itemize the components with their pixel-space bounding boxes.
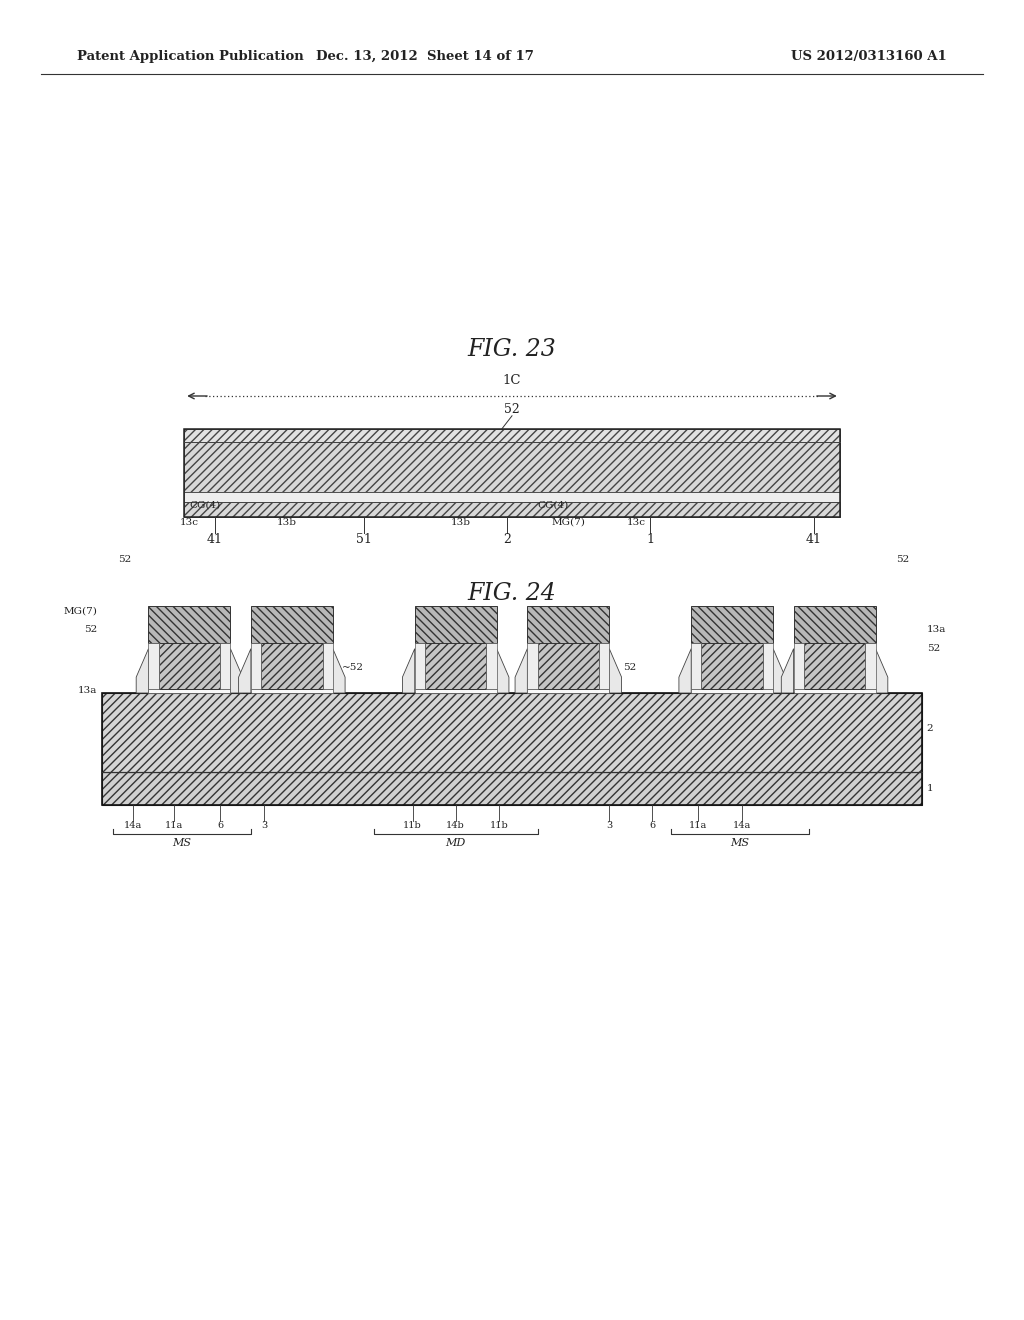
Bar	[804, 643, 865, 689]
Bar	[148, 606, 230, 643]
Polygon shape	[136, 648, 148, 693]
Text: 13a: 13a	[78, 686, 97, 694]
Bar	[763, 643, 773, 689]
Bar	[251, 643, 261, 689]
Bar	[159, 643, 220, 689]
Text: US 2012/0313160 A1: US 2012/0313160 A1	[792, 50, 947, 63]
Bar	[415, 606, 497, 643]
Text: 14a: 14a	[733, 821, 752, 830]
Text: 2: 2	[927, 725, 933, 733]
Bar	[794, 643, 804, 689]
Bar	[527, 689, 609, 693]
Text: FIG. 23: FIG. 23	[468, 338, 556, 362]
Text: 52: 52	[118, 556, 131, 564]
Text: 1: 1	[927, 784, 933, 793]
Text: 52: 52	[84, 626, 97, 634]
Text: 52: 52	[504, 403, 520, 416]
Bar	[691, 689, 773, 693]
Text: 13b: 13b	[276, 517, 297, 527]
Bar	[323, 643, 333, 689]
Text: 14b: 14b	[446, 821, 465, 830]
Text: MG(7): MG(7)	[551, 517, 586, 527]
Bar	[691, 606, 773, 643]
Polygon shape	[497, 648, 509, 693]
Text: 13c: 13c	[180, 517, 199, 527]
Polygon shape	[773, 648, 785, 693]
Bar	[527, 643, 538, 689]
Bar	[527, 606, 609, 643]
Bar	[184, 492, 840, 502]
Text: 11b: 11b	[403, 821, 422, 830]
Bar	[538, 643, 599, 689]
Text: ~52: ~52	[342, 663, 365, 672]
Bar	[102, 772, 922, 805]
Bar	[148, 689, 230, 693]
Text: 6: 6	[217, 821, 223, 830]
Text: 13b: 13b	[451, 517, 471, 527]
Polygon shape	[609, 648, 622, 693]
Bar	[148, 643, 159, 689]
Bar	[865, 643, 876, 689]
Bar	[794, 606, 876, 643]
Polygon shape	[333, 648, 345, 693]
Bar	[220, 643, 230, 689]
Bar	[261, 643, 323, 689]
Text: MS: MS	[172, 838, 191, 849]
Bar	[701, 643, 763, 689]
Bar	[102, 693, 922, 772]
Bar	[691, 643, 701, 689]
Text: 1: 1	[646, 533, 654, 546]
Text: MG(7): MG(7)	[63, 607, 97, 615]
Bar	[415, 643, 425, 689]
Text: MD: MD	[445, 838, 466, 849]
Bar	[102, 693, 922, 805]
Text: 11a: 11a	[689, 821, 708, 830]
Text: 13c: 13c	[627, 517, 646, 527]
Polygon shape	[876, 648, 888, 693]
Text: 3: 3	[261, 821, 267, 830]
Text: 11b: 11b	[489, 821, 508, 830]
Text: 41: 41	[207, 533, 223, 546]
Text: 41: 41	[806, 533, 822, 546]
Bar	[251, 689, 333, 693]
Bar	[599, 643, 609, 689]
Text: CG(4): CG(4)	[538, 500, 568, 510]
Polygon shape	[402, 648, 415, 693]
Text: 52: 52	[927, 644, 940, 652]
Bar	[415, 689, 497, 693]
Text: 52: 52	[624, 663, 636, 672]
Polygon shape	[239, 648, 251, 693]
Text: 52: 52	[896, 556, 909, 564]
Bar	[486, 643, 497, 689]
Bar	[794, 689, 876, 693]
Text: FIG. 24: FIG. 24	[468, 582, 556, 606]
Polygon shape	[515, 648, 527, 693]
Text: Patent Application Publication: Patent Application Publication	[77, 50, 303, 63]
Text: 1C: 1C	[503, 374, 521, 387]
Bar	[425, 643, 486, 689]
Bar	[184, 442, 840, 492]
Text: Dec. 13, 2012  Sheet 14 of 17: Dec. 13, 2012 Sheet 14 of 17	[316, 50, 534, 63]
Text: 6: 6	[649, 821, 655, 830]
Polygon shape	[230, 648, 243, 693]
Text: 11a: 11a	[165, 821, 183, 830]
Polygon shape	[781, 648, 794, 693]
Text: 14a: 14a	[124, 821, 142, 830]
Text: 51: 51	[355, 533, 372, 546]
Bar	[251, 606, 333, 643]
Bar	[184, 429, 840, 517]
Text: 2: 2	[503, 533, 511, 546]
Bar	[184, 429, 840, 442]
Polygon shape	[679, 648, 691, 693]
Bar	[184, 502, 840, 517]
Text: CG(4): CG(4)	[189, 500, 220, 510]
Text: MS: MS	[730, 838, 750, 849]
Text: 13a: 13a	[927, 626, 946, 634]
Text: 3: 3	[606, 821, 612, 830]
